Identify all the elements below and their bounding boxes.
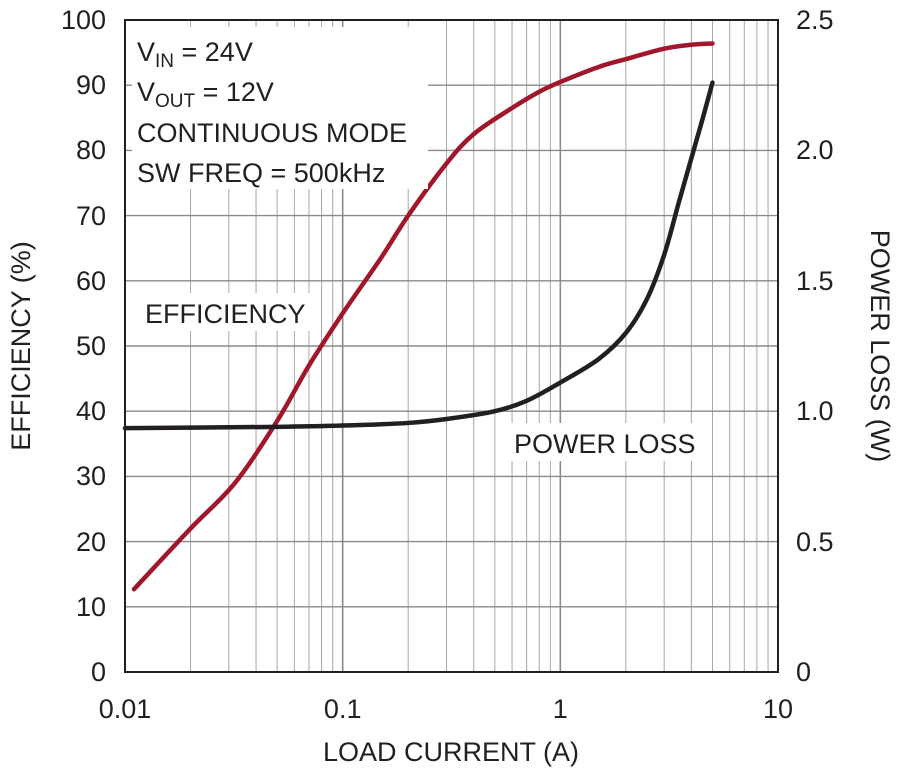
- series-layer: [122, 41, 715, 592]
- y-left-tick-label: 90: [76, 70, 106, 100]
- y-right-tick-labels: 0 0.5 1.0 1.5 2.0 2.5: [796, 5, 834, 687]
- conditions-box: VIN = 24V VOUT = 12V CONTINUOUS MODE SW …: [132, 27, 428, 189]
- vin-subscript: IN: [155, 51, 174, 72]
- y-right-axis-title: POWER LOSS (W): [865, 230, 895, 463]
- y-left-tick-label: 20: [76, 527, 106, 557]
- y-left-tick-label: 80: [76, 135, 106, 165]
- vout-subscript: OUT: [155, 91, 196, 112]
- efficiency-series-label: EFFICIENCY: [145, 299, 306, 329]
- y-left-tick-label: 50: [76, 331, 106, 361]
- vout-value: = 12V: [195, 77, 274, 107]
- y-right-tick-label: 2.0: [796, 135, 834, 165]
- frequency-condition: SW FREQ = 500kHz: [137, 158, 385, 188]
- vout-symbol: V: [137, 77, 155, 107]
- vin-value: = 24V: [174, 37, 253, 67]
- x-tick-label: 10: [763, 694, 793, 724]
- y-right-tick-label: 0: [796, 657, 811, 687]
- y-left-tick-label: 40: [76, 396, 106, 426]
- mode-condition: CONTINUOUS MODE: [137, 118, 407, 148]
- vin-symbol: V: [137, 37, 155, 67]
- x-tick-label: 0.01: [99, 694, 152, 724]
- power-loss-series-line: [122, 80, 715, 431]
- x-tick-label: 0.1: [324, 694, 362, 724]
- x-tick-labels: 0.01 0.1 1 10: [99, 694, 793, 724]
- plot-frame: [124, 19, 779, 673]
- y-right-tick-label: 2.5: [796, 5, 834, 35]
- y-right-tick-label: 1.5: [796, 266, 834, 296]
- y-right-tick-label: 0.5: [796, 527, 834, 557]
- x-axis-title: LOAD CURRENT (A): [323, 737, 579, 767]
- efficiency-label-background: [140, 293, 312, 331]
- y-left-tick-label: 70: [76, 201, 106, 231]
- y-left-tick-label: 60: [76, 266, 106, 296]
- y-left-tick-label: 10: [76, 592, 106, 622]
- power-loss-label-background: [508, 423, 712, 461]
- vin-condition: VIN = 24V: [137, 37, 253, 72]
- power-loss-series-label: POWER LOSS: [514, 429, 696, 459]
- vout-condition: VOUT = 12V: [137, 77, 274, 112]
- y-right-tick-label: 1.0: [796, 396, 834, 426]
- y-left-tick-labels: 0 10 20 30 40 50 60 70 80 90 100: [61, 5, 106, 687]
- y-left-tick-label: 30: [76, 461, 106, 491]
- y-left-tick-label: 0: [91, 657, 106, 687]
- y-left-axis-title: EFFICIENCY (%): [6, 241, 36, 451]
- y-left-tick-label: 100: [61, 5, 106, 35]
- x-tick-label: 1: [553, 694, 568, 724]
- conditions-background: [132, 27, 428, 189]
- efficiency-series-line: [131, 41, 715, 592]
